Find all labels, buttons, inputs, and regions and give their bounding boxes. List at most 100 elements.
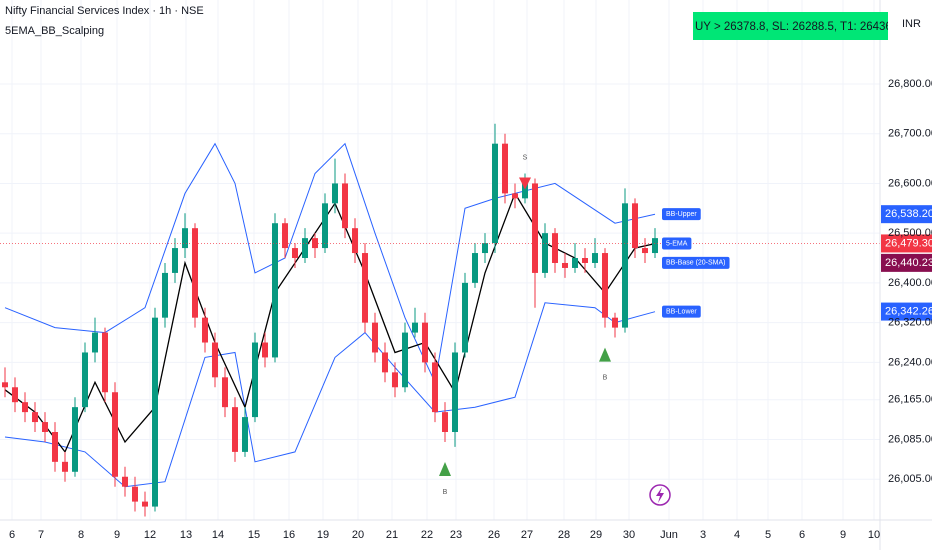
x-tick-label: 13 [180,529,192,541]
x-tick-label: 22 [421,529,433,541]
candle-body [102,332,108,393]
price-tag-label: 26,342.26 [885,305,932,317]
candle-body [422,322,428,363]
y-tick-label: 26,600.00 [888,177,932,189]
candle-body [182,228,188,249]
candle-body [582,258,588,263]
candle-body [382,352,388,373]
y-tick-label: 26,165.00 [888,394,932,406]
candle-body [522,183,528,199]
x-tick-label: 30 [623,529,635,541]
line-label: 5-EMA [666,240,688,247]
candle-body [302,238,308,259]
candle-body [72,407,78,472]
signal-label: S [523,154,528,161]
plot [0,123,880,517]
line-label-box [662,305,701,318]
candle-body [212,342,218,378]
candle-body [632,203,638,249]
candle-body [232,407,238,452]
candle-body [402,332,408,388]
candle-body [222,377,228,408]
x-tick-label: 5 [765,529,771,541]
candle-body [592,253,598,263]
candle-body [442,412,448,433]
currency: INR [902,18,921,30]
candle-body [562,262,568,268]
candle-body [62,461,68,472]
candle-body [462,282,468,353]
candle-body [342,183,348,229]
candle-body [572,258,578,268]
candle-body [362,253,368,323]
banner-text: UY > 26378.8, SL: 26288.5, T1: 26436.2, … [695,21,932,33]
candle-body [472,253,478,283]
candle-body [332,183,338,204]
x-tick-label: 27 [521,529,533,541]
x-tick-label: 3 [700,529,706,541]
candle-body [512,193,518,199]
indicator-line [4,302,656,488]
price-tag-label: 26,479.30 [885,237,932,249]
candle-body [22,402,28,413]
x-tick-label: 8 [78,529,84,541]
price-axis [880,0,932,550]
candle-body [602,253,608,318]
candle-body [432,362,438,413]
candle-body [32,412,38,423]
y-tick-label: 26,400.00 [888,277,932,289]
candle-body [482,243,488,254]
candle-body [162,272,168,318]
x-tick-label: 9 [840,529,846,541]
candle-body [542,233,548,273]
candle-body [392,372,398,388]
price-tag-label: 26,538.20 [885,208,932,220]
x-tick-label: 16 [283,529,295,541]
candle-body [52,432,58,462]
candle-body [532,183,538,273]
price-tag [881,205,932,224]
line-label: BB-Lower [666,308,697,315]
candle-body [502,143,508,194]
chart-title: Nifty Financial Services Index · 1h · NS… [5,5,204,17]
candle-body [122,476,128,487]
x-tick-label: 29 [590,529,602,541]
alert-icon[interactable] [649,484,671,506]
candle-body [282,223,288,249]
candle-body [112,392,118,477]
candle-body [42,422,48,433]
x-tick-label: 6 [9,529,15,541]
price-tag [881,234,932,253]
x-tick-label: 14 [212,529,224,541]
grid [0,0,880,520]
y-tick-label: 26,085.00 [888,433,932,445]
x-tick-label: 6 [799,529,805,541]
x-tick-label: 23 [450,529,462,541]
x-tick-label: 19 [317,529,329,541]
y-tick-label: 26,700.00 [888,128,932,140]
x-tick-label: Jun [660,529,678,541]
candle-body [272,223,278,358]
line-label-box [662,256,730,269]
candle-body [152,317,158,507]
line-label: BB-Upper [666,211,697,218]
x-tick-label: 9 [114,529,120,541]
candle-body [252,342,258,418]
x-tick-label: 7 [38,529,44,541]
candle-body [172,248,178,273]
candle-body [612,317,618,328]
x-tick-label: 28 [558,529,570,541]
x-tick-label: 20 [352,529,364,541]
y-tick-label: 26,005.00 [888,473,932,485]
buy-signal [599,347,611,362]
signal-label: B [603,374,608,381]
candle-body [262,342,268,358]
candle-body [412,322,418,333]
candle-body [292,248,298,259]
line-label: BB-Base (20-SMA) [666,260,726,267]
x-tick-label: 26 [488,529,500,541]
line-label-box [662,237,692,250]
candle-body [132,486,138,502]
indicator-name: 5EMA_BB_Scalping [5,25,104,37]
